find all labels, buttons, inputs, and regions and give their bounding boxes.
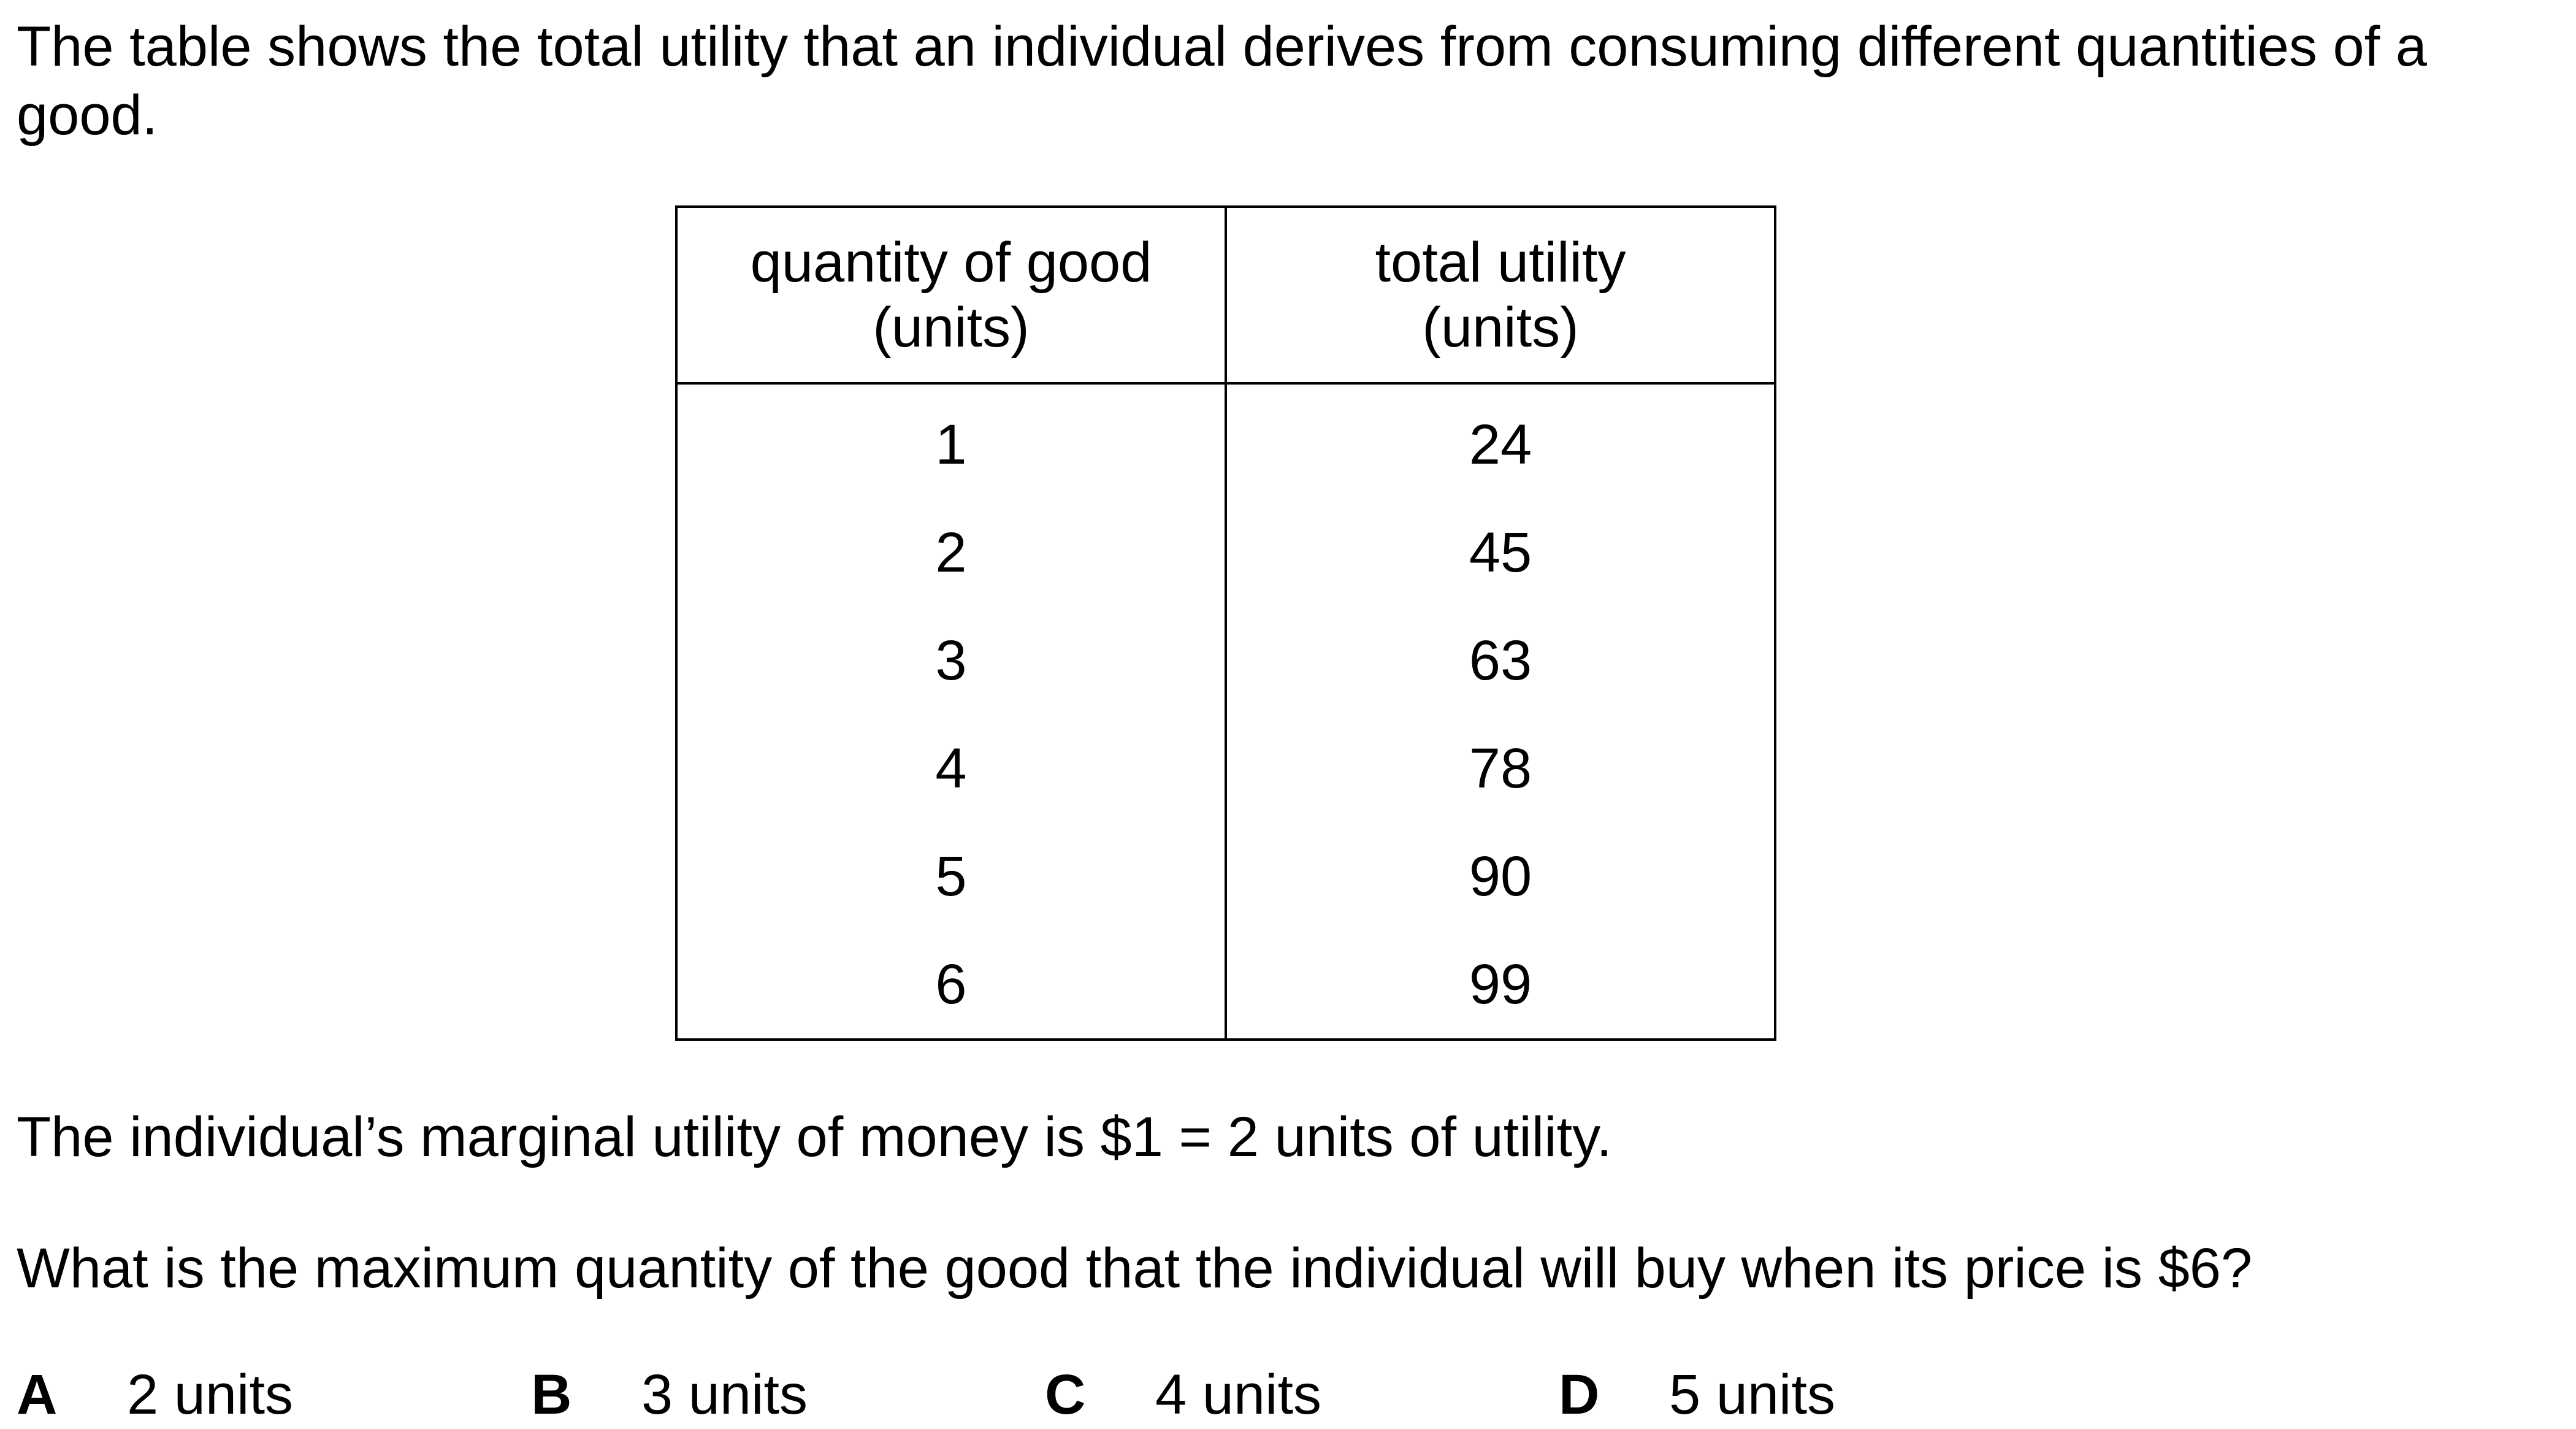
answer-options: A 2 units B 3 units C 4 units D 5 units: [0, 1360, 2576, 1429]
table-row: 6 99: [675, 930, 1776, 1040]
option-a-letter: A: [17, 1363, 58, 1426]
table-row: 3 63: [675, 607, 1776, 714]
utility-cell: 63: [1225, 607, 1776, 714]
utility-cell: 78: [1225, 714, 1776, 822]
table-row: 5 90: [675, 822, 1776, 930]
header-quantity-unit: (units): [873, 296, 1030, 359]
table-row: 4 78: [675, 714, 1776, 822]
header-quantity-label: quantity of good: [750, 231, 1152, 294]
intro-text: The table shows the total utility that a…: [17, 15, 2427, 147]
marginal-utility-statement: The individual’s marginal utility of mon…: [17, 1106, 1612, 1168]
option-c-text: 4 units: [1155, 1363, 1322, 1426]
table-row: 2 45: [675, 499, 1776, 607]
option-d-letter: D: [1559, 1363, 1600, 1426]
header-total-utility: total utility (units): [1225, 205, 1776, 385]
quantity-cell: 5: [675, 822, 1227, 930]
option-b-letter: B: [531, 1363, 572, 1426]
utility-cell: 45: [1225, 499, 1776, 607]
quantity-cell: 3: [675, 607, 1227, 714]
quantity-cell: 4: [675, 714, 1227, 822]
header-quantity: quantity of good (units): [675, 205, 1227, 385]
option-b-text: 3 units: [641, 1363, 808, 1426]
header-total-utility-label: total utility: [1375, 231, 1626, 294]
question-text: What is the maximum quantity of the good…: [17, 1237, 2253, 1300]
quantity-cell: 1: [675, 383, 1227, 499]
utility-cell: 99: [1225, 930, 1776, 1040]
utility-table: quantity of good (units) total utility (…: [675, 205, 1776, 1041]
option-c-letter: C: [1045, 1363, 1086, 1426]
quantity-cell: 6: [675, 930, 1227, 1040]
option-a-text: 2 units: [127, 1363, 294, 1426]
quantity-cell: 2: [675, 499, 1227, 607]
table-row: 1 24: [675, 383, 1776, 499]
header-total-utility-unit: (units): [1422, 296, 1579, 359]
utility-cell: 90: [1225, 822, 1776, 930]
option-d-text: 5 units: [1669, 1363, 1836, 1426]
utility-cell: 24: [1225, 383, 1776, 499]
table-header-row: quantity of good (units) total utility (…: [675, 205, 1776, 385]
